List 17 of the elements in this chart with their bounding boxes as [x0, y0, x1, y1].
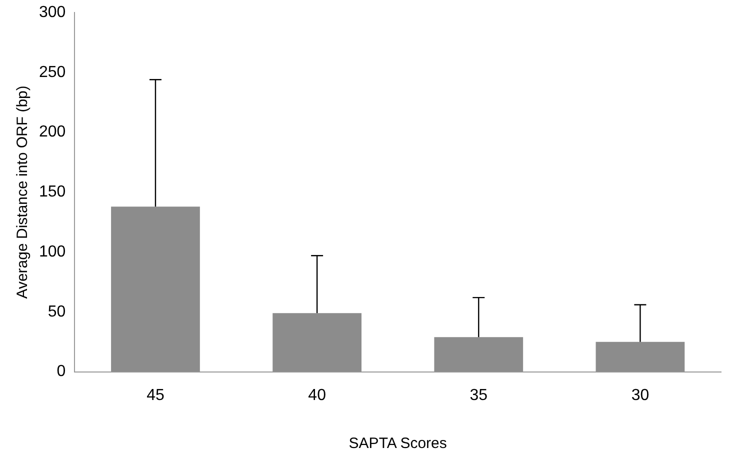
y-tick-label: 200 [38, 124, 66, 141]
bar [434, 337, 524, 372]
x-tick-label: 35 [470, 386, 488, 404]
y-tick-label: 100 [38, 243, 66, 260]
y-axis-title: Average Distance into ORF (bp) [14, 86, 32, 299]
bar [272, 313, 362, 372]
y-tick-label: 0 [56, 363, 66, 380]
y-tick-label: 50 [48, 303, 66, 320]
x-tick-label: 40 [308, 386, 326, 404]
x-tick-label: 30 [631, 386, 650, 404]
y-tick-label: 300 [38, 4, 66, 22]
bar [596, 342, 685, 372]
bar [111, 206, 200, 372]
x-tick-label: 45 [146, 386, 164, 404]
y-tick-label: 250 [38, 64, 66, 81]
y-tick-label: 150 [38, 184, 66, 201]
x-axis-title: SAPTA Scores [348, 435, 447, 452]
